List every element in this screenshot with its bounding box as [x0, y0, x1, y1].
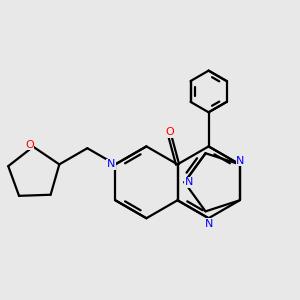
Text: N: N [184, 177, 193, 187]
Text: N: N [204, 219, 213, 229]
Text: O: O [25, 140, 34, 150]
Text: N: N [236, 156, 244, 166]
Text: O: O [165, 128, 174, 137]
Text: N: N [107, 159, 115, 170]
